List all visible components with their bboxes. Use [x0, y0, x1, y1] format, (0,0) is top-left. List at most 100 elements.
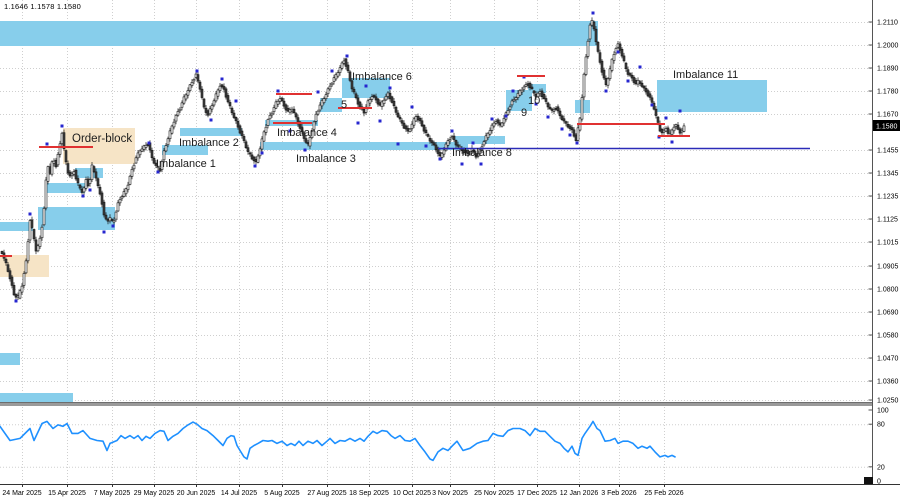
candle-body: [164, 145, 168, 152]
time-tick-label[interactable]: 25 Nov 2025: [474, 490, 514, 497]
zone-left-e[interactable]: [0, 353, 20, 365]
candle-body: [4, 258, 8, 264]
candle-body: [166, 138, 170, 146]
time-tick-label[interactable]: 29 May 2025: [134, 490, 175, 497]
zone-5[interactable]: [320, 98, 342, 112]
imbalance-label[interactable]: 10: [528, 95, 540, 107]
time-tick-label[interactable]: 25 Feb 2026: [644, 490, 683, 497]
candle-body: [192, 79, 196, 82]
candle-body: [640, 82, 644, 87]
time-tick-label[interactable]: 12 Jan 2026: [560, 490, 599, 497]
order-block-label[interactable]: Order-block: [72, 133, 132, 145]
fractal-dot: [195, 69, 199, 73]
imbalance-label[interactable]: Imbalance 3: [296, 153, 356, 165]
zone-9[interactable]: [506, 90, 532, 111]
fractal-dot: [450, 129, 454, 133]
imbalance-label[interactable]: Imbalance 8: [452, 147, 512, 159]
imbalance-label[interactable]: 9: [521, 107, 527, 119]
imbalance-2-zone[interactable]: [180, 128, 242, 136]
candle-body: [298, 121, 302, 129]
candle-body: [264, 126, 268, 133]
imbalance-label[interactable]: Imbalance 1: [156, 158, 216, 170]
candle-body: [492, 122, 496, 127]
zone-left-c[interactable]: [75, 168, 103, 178]
band-top[interactable]: [0, 21, 598, 46]
time-tick-label[interactable]: 15 Apr 2025: [48, 490, 86, 497]
candle-body: [94, 171, 98, 179]
imbalance-label[interactable]: 5: [341, 99, 347, 111]
time-tick-label[interactable]: 14 Jul 2025: [221, 490, 257, 497]
candle-body: [168, 130, 172, 139]
candle-body: [404, 125, 408, 130]
fractal-dot: [396, 142, 400, 146]
time-tick-label[interactable]: 5 Aug 2025: [264, 490, 300, 497]
imbalance-8-zone[interactable]: [455, 136, 505, 144]
candle-body: [22, 273, 26, 286]
imbalance-11-zone[interactable]: [657, 80, 767, 112]
time-tick-label[interactable]: 27 Aug 2025: [307, 490, 346, 497]
candle-body: [162, 150, 166, 161]
imbalance-label[interactable]: Imbalance 2: [179, 137, 239, 149]
candle-body: [106, 219, 110, 222]
time-tick-label[interactable]: 20 Jun 2025: [177, 490, 216, 497]
candle-body: [632, 77, 636, 83]
candle-body: [252, 156, 256, 162]
fractal-dot: [534, 102, 538, 106]
candle-body: [218, 85, 222, 92]
candle-body: [284, 104, 288, 111]
candle-body: [190, 81, 194, 86]
candle-body: [224, 88, 228, 98]
price-tick-label: 1.1015: [877, 240, 899, 247]
candle-body: [50, 161, 54, 175]
candle-body: [62, 132, 66, 150]
candle-body: [0, 251, 4, 254]
candle-body: [34, 239, 38, 252]
zone-10[interactable]: [528, 84, 546, 93]
time-tick-label[interactable]: 17 Dec 2025: [517, 490, 557, 497]
candle-body: [56, 153, 60, 166]
candle-body: [44, 179, 48, 209]
candle-body: [384, 96, 388, 101]
candle-body: [88, 179, 92, 184]
candle-body: [160, 160, 164, 170]
imbalance-label[interactable]: Imbalance 6: [352, 71, 412, 83]
chart-labels: Order-block Imbalance 1 Imbalance 2 Imbalan…: [72, 69, 738, 170]
candle-body: [72, 171, 76, 175]
fractal-dot: [471, 141, 475, 145]
candle-body: [382, 99, 386, 104]
fractal-dot: [156, 170, 160, 174]
time-tick-label[interactable]: 10 Oct 2025: [393, 490, 431, 497]
candle-body: [92, 166, 96, 172]
fractal-dot: [664, 116, 668, 120]
candle-body: [232, 112, 236, 118]
time-tick-label[interactable]: 7 May 2025: [94, 490, 131, 497]
time-tick-label[interactable]: 18 Sep 2025: [349, 490, 389, 497]
candle-body: [532, 90, 536, 94]
candle-body: [442, 149, 446, 155]
zone-left-d[interactable]: [45, 183, 85, 193]
candle-body: [90, 164, 94, 180]
candle-body: [410, 123, 414, 129]
candle-body: [642, 85, 646, 89]
candle-body: [74, 169, 78, 180]
zone-left-f[interactable]: [0, 393, 73, 403]
candle-body: [300, 126, 304, 133]
time-tick-label[interactable]: 24 Mar 2025: [2, 490, 41, 497]
zone-left-a[interactable]: [0, 222, 33, 231]
time-tick-label[interactable]: 3 Feb 2026: [601, 490, 637, 497]
candle-body: [570, 127, 574, 131]
time-tick-label[interactable]: 3 Nov 2025: [432, 490, 468, 497]
price-tick-label: 1.1125: [877, 217, 898, 224]
candle-body: [576, 127, 580, 141]
imbalance-label[interactable]: Imbalance 4: [277, 127, 337, 139]
imbalance-3-zone[interactable]: [260, 142, 468, 150]
imbalance-label[interactable]: Imbalance 11: [673, 69, 738, 81]
fractal-dot: [102, 230, 106, 234]
candle-body: [622, 55, 626, 62]
imbalance-1-zone[interactable]: [162, 145, 208, 155]
order-block-box-low[interactable]: [0, 255, 49, 277]
candle-body: [528, 82, 532, 88]
current-price-box: [873, 120, 900, 131]
zone-left-b[interactable]: [38, 207, 115, 230]
